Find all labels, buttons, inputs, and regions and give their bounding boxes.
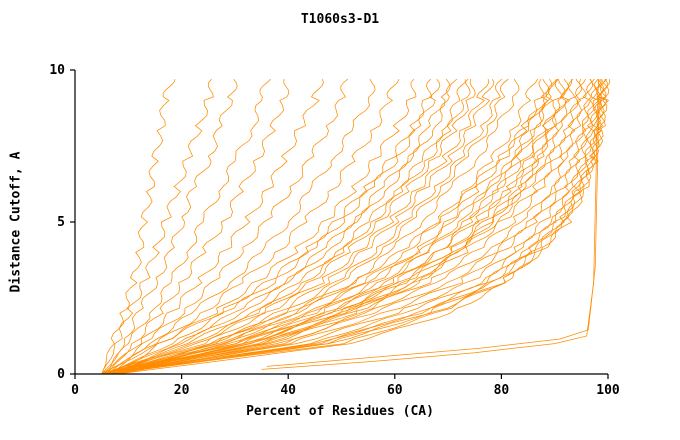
model-curve [112,78,566,375]
model-curve [112,78,469,375]
model-curve [112,78,607,375]
x-tick-label: 40 [280,383,296,398]
model-curve [101,78,433,375]
outlier-curve [266,100,600,367]
model-curve [101,78,550,375]
model-curve [117,79,602,375]
model-curve [101,78,324,375]
model-curve [106,78,238,375]
model-curve [106,78,587,375]
model-curve [106,79,490,375]
model-curve [101,79,471,375]
model-curve [106,78,570,375]
x-tick-label: 80 [494,383,510,398]
model-curve [106,78,376,375]
model-curve [101,78,553,375]
x-tick-label: 60 [387,383,403,398]
y-tick-label: 5 [57,215,65,230]
model-curve [106,79,557,375]
model-curve [112,78,349,375]
outlier-curve [261,79,599,370]
model-curve [112,78,563,375]
model-curve [117,78,417,375]
model-curve [117,78,608,375]
model-curve [106,79,611,375]
model-curve [106,78,558,375]
model-curve [101,78,271,375]
model-curve [106,78,598,375]
model-curve [101,78,595,375]
model-curve [101,78,214,375]
chart-title: T1060s3-D1 [300,12,380,27]
model-curve [101,78,400,375]
model-curve [106,78,604,375]
model-curve [106,78,441,375]
y-tick-label: 10 [49,63,65,78]
model-curve [101,78,176,375]
model-curve [101,78,586,375]
y-tick-label: 0 [57,367,65,382]
model-curve [106,79,290,375]
model-curve [101,79,573,375]
model-curve [106,78,495,375]
x-axis-label: Percent of Residues (CA) [246,404,434,419]
x-tick-label: 0 [71,383,79,398]
model-curve [106,78,451,375]
model-curve [101,78,520,375]
model-curve [112,78,538,375]
model-curve [101,79,476,375]
model-curve [106,78,545,375]
x-tick-label: 100 [596,383,620,398]
axes [74,70,608,375]
model-curve [112,78,458,375]
x-tick-label: 20 [174,383,190,398]
model-curve [117,78,509,375]
model-curve [101,78,603,375]
